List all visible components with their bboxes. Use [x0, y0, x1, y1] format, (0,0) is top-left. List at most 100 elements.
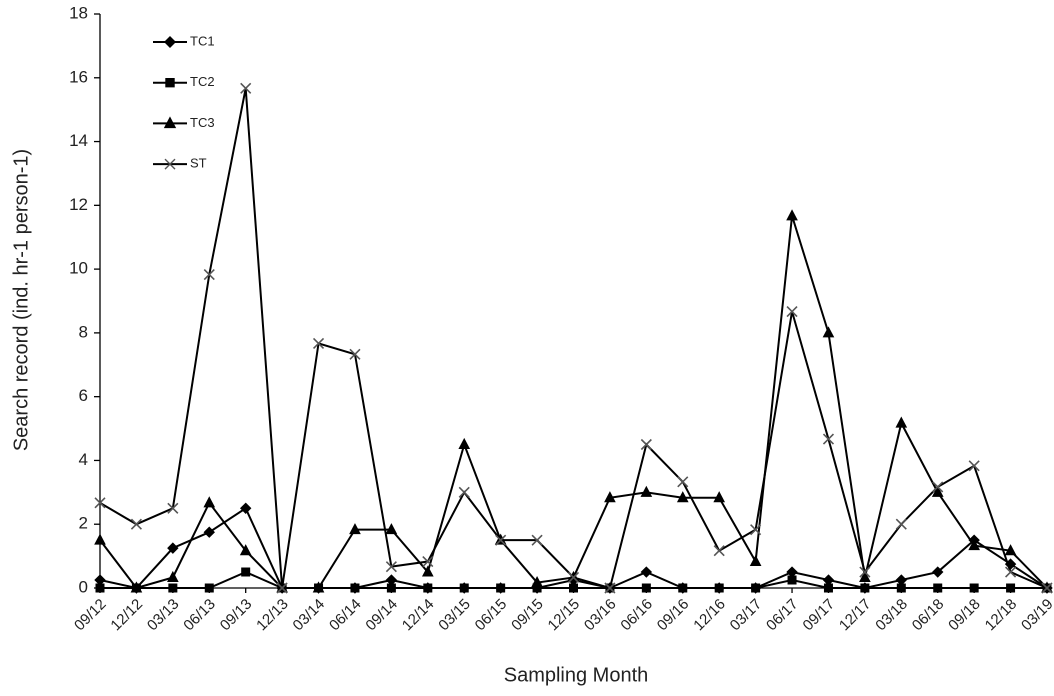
x-tick-label: 03/18: [872, 596, 911, 635]
data-point: [604, 491, 616, 503]
x-tick-label: 09/16: [654, 596, 693, 635]
data-point: [933, 583, 943, 593]
data-point: [677, 476, 689, 488]
x-tick-label: 06/15: [472, 596, 511, 635]
data-point: [167, 542, 179, 554]
data-point: [94, 533, 106, 545]
data-point: [203, 496, 216, 508]
y-tick-label: 2: [79, 514, 88, 533]
x-tick-label: 03/14: [290, 596, 329, 635]
x-tick-label: 09/17: [800, 596, 839, 635]
data-point: [750, 524, 762, 536]
data-point: [822, 433, 835, 445]
data-point: [1005, 566, 1017, 578]
data-point: [931, 485, 944, 497]
data-point: [932, 481, 944, 493]
data-point: [968, 539, 980, 551]
y-tick-label: 10: [69, 259, 88, 278]
data-point: [895, 518, 907, 530]
data-point: [167, 502, 179, 514]
data-point: [203, 526, 215, 538]
legend-label: ST: [190, 156, 207, 171]
data-point: [786, 305, 798, 318]
data-point: [896, 583, 906, 593]
data-point: [786, 209, 798, 221]
data-point: [604, 582, 616, 594]
x-tick-label: 06/16: [617, 596, 656, 635]
data-point: [640, 566, 653, 578]
data-point: [895, 416, 908, 428]
legend-label: TC1: [190, 33, 215, 48]
data-point: [640, 485, 653, 497]
data-point: [1041, 582, 1053, 594]
data-point: [859, 566, 871, 578]
x-tick-label: 03/17: [727, 596, 766, 635]
x-tick-label: 03/13: [144, 596, 183, 635]
data-point: [421, 565, 434, 577]
legend-marker: [164, 158, 176, 170]
data-point: [496, 583, 506, 593]
data-point: [531, 576, 543, 588]
data-point: [312, 581, 325, 593]
data-point: [495, 534, 507, 546]
data-point: [787, 575, 797, 585]
data-point: [932, 566, 944, 578]
x-tick-label: 06/17: [763, 596, 802, 635]
x-tick-label: 03/15: [435, 596, 474, 635]
x-tick-label: 12/18: [982, 596, 1021, 635]
data-point: [349, 348, 361, 360]
x-tick-label: 12/13: [253, 596, 292, 635]
data-point: [94, 497, 106, 509]
y-tick-label: 6: [79, 386, 88, 405]
x-tick-label: 09/12: [71, 596, 110, 635]
data-point: [458, 486, 470, 498]
data-point: [968, 460, 980, 472]
y-tick-label: 12: [69, 195, 88, 214]
data-point: [713, 491, 726, 503]
data-point: [676, 491, 689, 503]
x-tick-label: 09/18: [945, 596, 984, 635]
data-point: [423, 583, 433, 593]
y-tick-label: 14: [69, 131, 88, 150]
x-axis-label: Sampling Month: [504, 664, 649, 686]
legend-marker: [163, 116, 177, 129]
legend-label: TC2: [190, 74, 215, 89]
legend-label: TC3: [190, 115, 215, 130]
x-tick-label: 09/13: [217, 596, 256, 635]
data-point: [678, 583, 688, 593]
data-point: [385, 523, 398, 535]
data-point: [641, 583, 651, 593]
data-point: [95, 583, 105, 593]
legend-marker: [165, 78, 175, 88]
data-point: [459, 583, 469, 593]
data-point: [751, 583, 761, 593]
x-tick-label: 06/14: [326, 596, 365, 635]
y-tick-label: 4: [79, 450, 88, 469]
y-tick-label: 8: [79, 322, 88, 341]
data-point: [969, 583, 979, 593]
data-point: [168, 583, 178, 593]
data-point: [241, 567, 251, 577]
data-point: [276, 582, 288, 594]
data-point: [167, 570, 179, 582]
data-point: [130, 518, 142, 530]
x-tick-label: 03/16: [581, 596, 620, 635]
data-point: [749, 554, 762, 567]
data-point: [569, 583, 578, 593]
x-tick-label: 12/16: [690, 596, 729, 635]
data-point: [239, 544, 252, 556]
data-point: [130, 581, 143, 593]
data-point: [1006, 583, 1016, 593]
data-point: [203, 268, 215, 281]
data-point: [822, 326, 835, 338]
data-point: [823, 583, 833, 593]
legend-marker: [164, 36, 176, 48]
data-point: [386, 583, 396, 593]
data-point: [567, 571, 580, 584]
data-point: [350, 583, 360, 593]
data-point: [312, 337, 325, 349]
data-point: [240, 82, 252, 94]
y-tick-label: 18: [69, 3, 88, 22]
data-point: [422, 555, 434, 568]
